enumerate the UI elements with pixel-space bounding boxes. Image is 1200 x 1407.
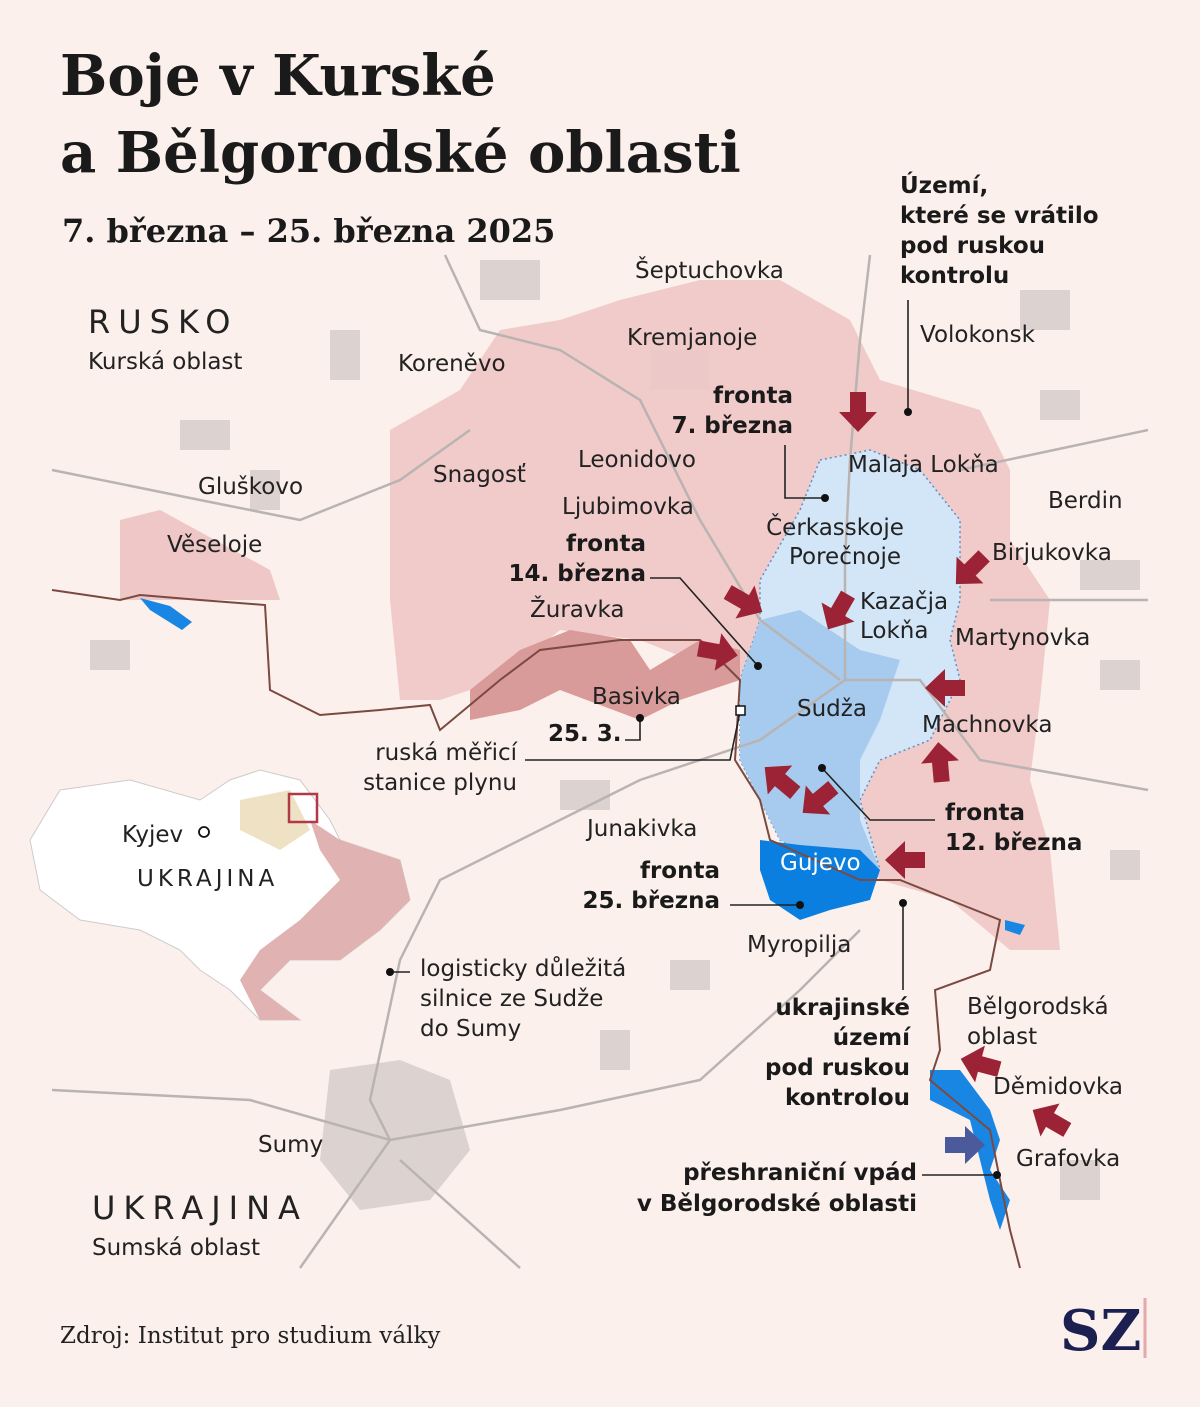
place: Martynovka (955, 625, 1090, 651)
annotation: které se vrátilo (900, 203, 1099, 229)
place: oblast (967, 1024, 1037, 1050)
place: Snagosť (433, 462, 526, 488)
annotation: fronta (713, 383, 793, 409)
annotation: 12. března (945, 830, 1082, 856)
annotation: ruská měřicí (375, 740, 517, 766)
inset-capital: Kyjev (122, 822, 183, 848)
place: Věseloje (167, 532, 262, 558)
region-labels: RUSKO Kurská oblast UKRAJINA Sumská obla… (88, 303, 308, 1261)
annotation: logisticky důležitá (420, 955, 626, 982)
place: Lokňa (860, 618, 928, 644)
place: Ljubimovka (562, 494, 694, 520)
annotations: Území, které se vrátilo pod ruskou kontr… (363, 171, 1099, 1217)
annotation: kontrolu (900, 263, 1009, 289)
roads (51, 254, 1149, 1269)
place: Kazačja (860, 589, 948, 615)
front-mar25-area (760, 840, 880, 920)
lake (1005, 920, 1025, 935)
inset-map (29, 769, 411, 1021)
inset-country: UKRAJINA (137, 866, 278, 892)
place: Grafovka (1016, 1146, 1120, 1172)
place: Porečnoje (789, 544, 901, 570)
place: Malaja Lokňa (848, 452, 999, 478)
annotation: kontrolou (785, 1085, 910, 1111)
place-labels: Šeptuchovka Kremjanoje Volokonsk Koreněv… (167, 256, 1123, 1172)
annotation: Území, (900, 171, 988, 199)
annotation: 25. března (583, 888, 720, 914)
place: Žuravka (530, 595, 625, 623)
annotation: stanice plynu (363, 770, 517, 796)
place: Machnovka (922, 712, 1052, 738)
region-name: RUSKO (88, 303, 238, 341)
annotation: fronta (566, 531, 646, 557)
annotation: 14. března (509, 561, 646, 587)
place: Volokonsk (920, 322, 1036, 348)
markers (386, 408, 1001, 1179)
place: Basivka (592, 684, 681, 710)
annotation: 25. 3. (548, 721, 622, 747)
title: a Bělgorodské oblasti (60, 120, 741, 186)
annotation: přeshraniční vpád (683, 1160, 917, 1186)
place: Gujevo (780, 850, 861, 876)
place: Šeptuchovka (635, 256, 784, 284)
place: Čerkasskoje (766, 513, 904, 541)
title: Boje v Kurské (60, 43, 496, 109)
annotation: fronta (945, 800, 1025, 826)
place: Berdin (1048, 488, 1123, 514)
annotation: území (833, 1025, 911, 1051)
annotation: pod ruskou (900, 233, 1045, 259)
place: Sumy (258, 1132, 323, 1158)
place: Kremjanoje (627, 325, 757, 351)
annotation: fronta (640, 858, 720, 884)
russian-controlled-area (390, 280, 1060, 950)
place: Myropilja (747, 932, 851, 958)
place: Sudža (797, 696, 867, 722)
region-oblast: Sumská oblast (92, 1235, 260, 1261)
place: Birjukovka (992, 540, 1112, 566)
annotation: ukrajinské (775, 995, 910, 1021)
region-name: UKRAJINA (92, 1189, 308, 1227)
annotation: 7. března (672, 413, 793, 439)
subtitle: 7. března – 25. března 2025 (62, 212, 555, 250)
annotation: pod ruskou (765, 1055, 910, 1081)
place: Junakivka (585, 816, 697, 842)
region-oblast: Kurská oblast (88, 349, 242, 375)
place: Leonidovo (578, 447, 696, 473)
source: Zdroj: Institut pro studium války (60, 1323, 440, 1349)
map (29, 254, 1149, 1269)
place: Děmidovka (993, 1074, 1123, 1100)
place: Gluškovo (198, 474, 303, 500)
russian-controlled-area (120, 510, 280, 600)
lake (140, 598, 192, 630)
logo: SZ (1060, 1298, 1141, 1364)
annotation: v Bělgorodské oblasti (637, 1191, 917, 1217)
incursion-area (930, 1070, 1010, 1230)
annotation: silnice ze Sudže (420, 986, 603, 1012)
annotation: do Sumy (420, 1016, 521, 1042)
gas-station-marker (735, 705, 746, 716)
front-mar12-area (740, 610, 900, 880)
border (51, 589, 1021, 1269)
place: Bělgorodská (967, 994, 1109, 1020)
place: Koreněvo (398, 351, 506, 377)
header: Boje v Kurské a Bělgorodské oblasti 7. b… (60, 43, 741, 250)
